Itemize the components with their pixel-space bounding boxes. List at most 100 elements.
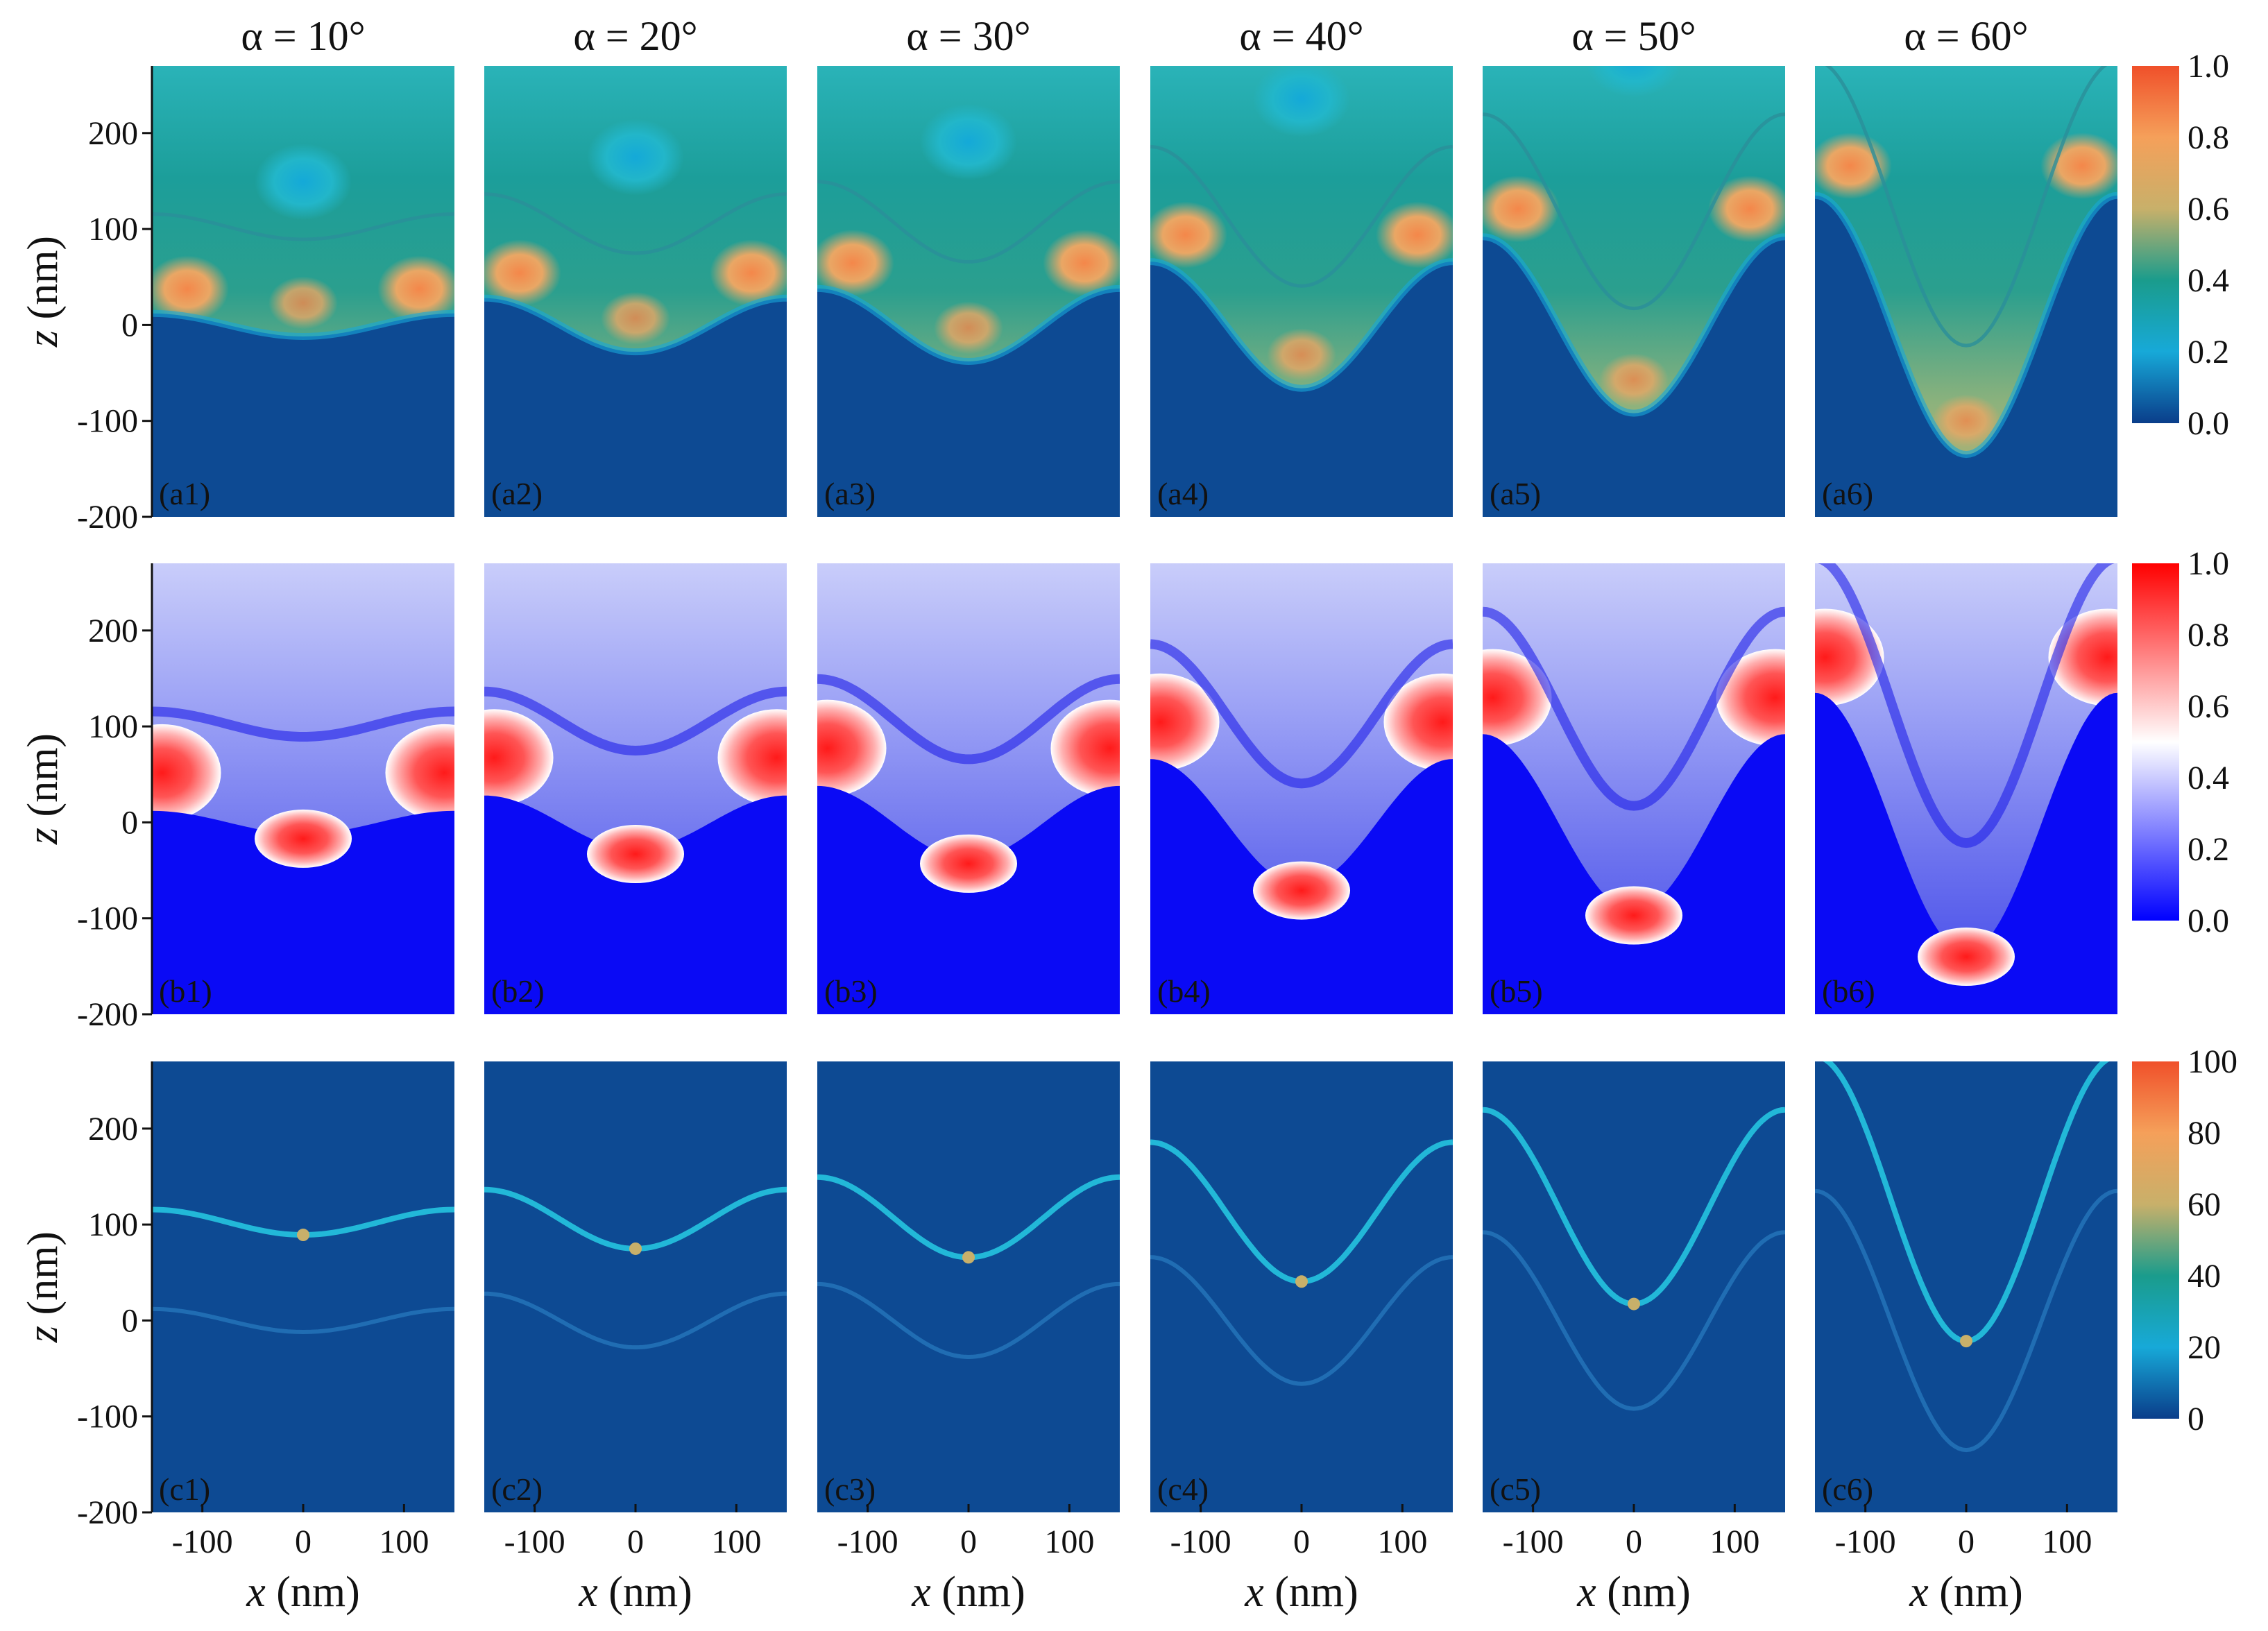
lower-interface (484, 294, 787, 356)
x-tick-label: -100 (504, 1523, 565, 1560)
panel-label-b6: (b6) (1822, 973, 1875, 1009)
hotspot (1295, 1275, 1308, 1288)
x-tick-label: 100 (1709, 1523, 1759, 1560)
field-maximum (1918, 928, 2015, 987)
x-axis-label: x (nm) (246, 1569, 360, 1616)
panel-label-c3: (c3) (824, 1471, 876, 1507)
x-tick-label: 0 (1293, 1523, 1310, 1560)
panel-background (1815, 1061, 2117, 1512)
colorbar-tick-label: 0.2 (2188, 334, 2229, 370)
hotspot (1960, 1335, 1972, 1348)
field-maximum (1150, 673, 1220, 771)
x-tick-label: 100 (711, 1523, 761, 1560)
hotspot (629, 1242, 642, 1255)
panel-label-a5: (a5) (1490, 476, 1541, 511)
column-title-1: α = 10° (241, 13, 365, 59)
colorbar-a (2132, 66, 2179, 423)
z-tick-label: 100 (88, 211, 138, 248)
field-maximum (385, 724, 454, 821)
column-title-3: α = 30° (906, 13, 1030, 59)
x-axis-label: x (nm) (1576, 1569, 1691, 1616)
colorbar-tick-label: 0.6 (2188, 191, 2229, 228)
hotspot (962, 1251, 975, 1264)
field-maximum (1267, 328, 1336, 382)
field-maximum (710, 239, 787, 307)
field-maximum (377, 255, 454, 323)
x-axis-label: x (nm) (578, 1569, 692, 1616)
colorbar-b (2132, 563, 2179, 921)
column-title-6: α = 60° (1904, 13, 2028, 59)
z-tick-label: 0 (121, 804, 138, 841)
panel-a6: (a6) (1815, 66, 2117, 517)
lower-interface (1815, 191, 2117, 459)
lower-interface (1483, 233, 1785, 417)
colorbar-tick-label: 0.8 (2188, 119, 2229, 156)
panel-b1: (b1) (152, 563, 454, 1014)
upper-interface (817, 180, 1120, 264)
upper-interface (1818, 563, 2115, 848)
panel-background (1483, 1061, 1785, 1512)
panel-a3: (a3) (817, 66, 1120, 517)
x-tick-label: 0 (295, 1523, 312, 1560)
lower-interface (1483, 1230, 1785, 1411)
upper-interface (817, 674, 1120, 765)
field-minimum (1253, 66, 1350, 137)
field-maximum (1716, 649, 1785, 746)
panel-b4: (b4) (1150, 563, 1453, 1014)
x-tick-label: 100 (1044, 1523, 1094, 1560)
panel-label-b5: (b5) (1490, 973, 1543, 1009)
panel-a5: (a5) (1483, 66, 1785, 517)
panel-label-a4: (a4) (1157, 476, 1209, 511)
panel-b2: (b2) (484, 563, 787, 1014)
field-maximum (1599, 353, 1669, 407)
z-tick-label: 200 (88, 115, 138, 152)
panel-label-c6: (c6) (1822, 1471, 1873, 1507)
panel-b6: (b6) (1815, 563, 2117, 1014)
lower-interface (152, 1306, 454, 1335)
colorbar-tick-label: 0.0 (2188, 903, 2229, 939)
upper-interface (484, 192, 787, 255)
field-maximum (1483, 649, 1552, 746)
panel-c5: (c5) (1483, 1061, 1785, 1512)
field-maximum (601, 291, 670, 345)
x-tick-label: -100 (1170, 1523, 1231, 1560)
upper-interface (1483, 606, 1785, 811)
field-maximum (934, 301, 1003, 355)
colorbar-tick-label: 1.0 (2188, 48, 2229, 85)
x-axis-label: x (nm) (911, 1569, 1025, 1616)
substrate-region (1815, 692, 2117, 1014)
colorbar-c (2132, 1061, 2179, 1419)
panel-label-c1: (c1) (159, 1471, 210, 1507)
panel-grid: (a1) (a2) (a3) (a4) (a5) (a6) (b1) (b2) (b3) (b4)… (152, 66, 2117, 1512)
panel-c6: (c6) (1815, 1061, 2117, 1512)
colorbar-tick-label: 0.2 (2188, 831, 2229, 868)
field-maximum (255, 809, 352, 868)
upper-interface (1825, 66, 2108, 348)
column-title-4: α = 40° (1239, 13, 1363, 59)
x-tick-label: 0 (1626, 1523, 1642, 1560)
panel-c2: (c2) (484, 1061, 787, 1512)
field-maximum (1932, 394, 2001, 447)
column-title-2: α = 20° (573, 13, 697, 59)
panel-label-b1: (b1) (159, 973, 212, 1009)
panel-label-a6: (a6) (1822, 476, 1873, 511)
z-tick-label: -200 (77, 1494, 138, 1531)
colorbar-tick-label: 0.6 (2188, 688, 2229, 725)
upper-interface (152, 706, 454, 742)
field-maximum (152, 255, 229, 323)
panel-label-b2: (b2) (491, 973, 545, 1009)
field-maximum (1376, 201, 1453, 268)
panel-label-c5: (c5) (1490, 1471, 1541, 1507)
x-tick-label: 100 (1377, 1523, 1427, 1560)
field-maximum (484, 239, 561, 307)
colorbar-tick-label: 20 (2188, 1329, 2221, 1366)
z-tick-label: -200 (77, 499, 138, 536)
field-maximum (1043, 230, 1120, 296)
field-maximum (587, 825, 684, 884)
panel-background (152, 1061, 454, 1512)
colorbar-tick-label: 60 (2188, 1186, 2221, 1223)
colorbar-tick-label: 40 (2188, 1258, 2221, 1295)
panel-c1: (c1) (152, 1061, 454, 1512)
z-tick-label: -200 (77, 996, 138, 1033)
colorbar-tick-label: 100 (2188, 1043, 2237, 1080)
